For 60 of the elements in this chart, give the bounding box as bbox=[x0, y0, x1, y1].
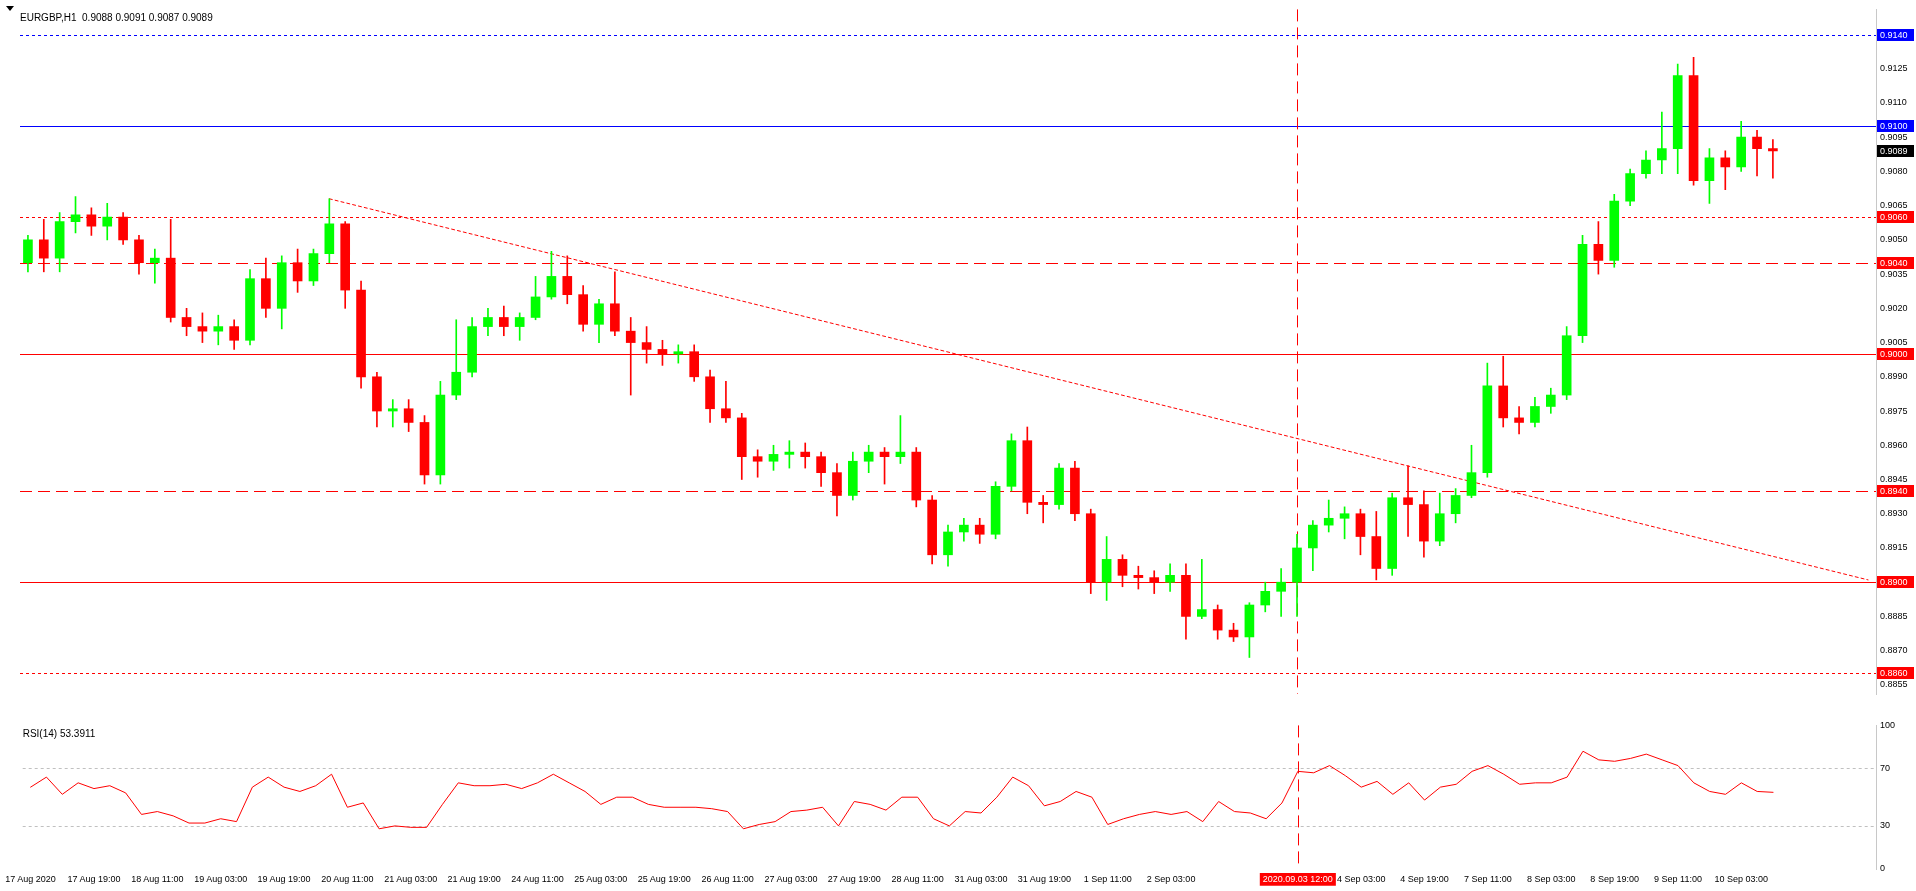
y-tick-label: 0.8870 bbox=[1880, 645, 1908, 656]
y-tick-label: 100 bbox=[1880, 719, 1896, 730]
y-tick-label: 0.8855 bbox=[1880, 679, 1908, 690]
y-tick-label: 30 bbox=[1880, 820, 1891, 831]
x-tick-label: 20 Aug 11:00 bbox=[321, 873, 374, 884]
y-tick-label: 0.8990 bbox=[1880, 371, 1908, 382]
y-tick-label: 0.9110 bbox=[1880, 97, 1907, 108]
y-tick-label: 0.9095 bbox=[1880, 131, 1908, 142]
chart-title: RSI(14) 53.3911 bbox=[22, 728, 96, 740]
x-tick-label: 21 Aug 03:00 bbox=[384, 873, 438, 884]
x-tick-label: 17 Aug 2020 bbox=[5, 873, 56, 884]
x-tick-label: 25 Aug 03:00 bbox=[574, 873, 628, 884]
x-tick-label: 18 Aug 11:00 bbox=[131, 873, 184, 884]
x-tick-label: 8 Sep 19:00 bbox=[1590, 873, 1639, 884]
x-tick-label: 21 Aug 19:00 bbox=[447, 873, 501, 884]
x-tick-label: 19 Aug 19:00 bbox=[257, 873, 311, 884]
x-tick-label: 28 Aug 11:00 bbox=[891, 873, 944, 884]
x-tick-label: 1 Sep 11:00 bbox=[1083, 873, 1132, 884]
y-tick-label: 0.8975 bbox=[1880, 405, 1908, 416]
y-tick-label: 0.9125 bbox=[1880, 63, 1908, 74]
chart-title: EURGBP,H1 0.9088 0.9091 0.9087 0.9089 bbox=[20, 12, 214, 24]
y-tick-label: 0 bbox=[1880, 863, 1886, 874]
x-tick-label: 4 Sep 19:00 bbox=[1400, 873, 1449, 884]
y-tick-label: 0.9080 bbox=[1880, 165, 1908, 176]
x-tick-label: 2020.09.03 12:00 bbox=[1262, 873, 1333, 884]
y-tick-label: 0.9050 bbox=[1880, 234, 1908, 245]
ref-line-label: 0.9100 bbox=[1880, 120, 1908, 131]
x-tick-label: 10 Sep 03:00 bbox=[1714, 873, 1769, 884]
x-tick-label: 7 Sep 11:00 bbox=[1463, 873, 1512, 884]
x-tick-label: 31 Aug 03:00 bbox=[954, 873, 1008, 884]
x-tick-label: 27 Aug 19:00 bbox=[827, 873, 881, 884]
ref-line-label: 0.9040 bbox=[1880, 257, 1908, 268]
x-tick-label: 4 Sep 03:00 bbox=[1336, 873, 1386, 884]
ref-line-label: 0.9060 bbox=[1880, 211, 1908, 222]
x-tick-label: 19 Aug 03:00 bbox=[194, 873, 248, 884]
ref-line-label: 0.8900 bbox=[1880, 576, 1908, 587]
x-tick-label: 2 Sep 03:00 bbox=[1146, 873, 1196, 884]
y-tick-label: 0.9005 bbox=[1880, 337, 1908, 348]
x-tick-label: 24 Aug 11:00 bbox=[511, 873, 564, 884]
ref-line-label: 0.8940 bbox=[1880, 485, 1908, 496]
ref-line-label: 0.9140 bbox=[1880, 29, 1908, 40]
ref-line-label: 0.9000 bbox=[1880, 348, 1908, 359]
ref-line-label: 0.8860 bbox=[1880, 667, 1908, 678]
y-tick-label: 70 bbox=[1880, 762, 1891, 773]
x-tick-label: 31 Aug 19:00 bbox=[1017, 873, 1071, 884]
y-tick-label: 0.8930 bbox=[1880, 508, 1908, 519]
annotation: 0.9089 bbox=[1880, 145, 1908, 156]
x-tick-label: 26 Aug 11:00 bbox=[701, 873, 754, 884]
y-tick-label: 0.9065 bbox=[1880, 200, 1908, 211]
y-tick-label: 0.8945 bbox=[1880, 473, 1908, 484]
y-tick-label: 0.8885 bbox=[1880, 610, 1908, 621]
x-tick-label: 9 Sep 11:00 bbox=[1654, 873, 1702, 884]
x-tick-label: 27 Aug 03:00 bbox=[764, 873, 818, 884]
y-tick-label: 0.8960 bbox=[1880, 439, 1908, 450]
x-tick-label: 25 Aug 19:00 bbox=[637, 873, 691, 884]
y-tick-label: 0.9020 bbox=[1880, 302, 1908, 313]
y-tick-label: 0.8915 bbox=[1880, 542, 1908, 553]
y-tick-label: 0.9035 bbox=[1880, 268, 1908, 279]
x-tick-label: 8 Sep 03:00 bbox=[1527, 873, 1576, 884]
x-tick-label: 17 Aug 19:00 bbox=[67, 873, 121, 884]
